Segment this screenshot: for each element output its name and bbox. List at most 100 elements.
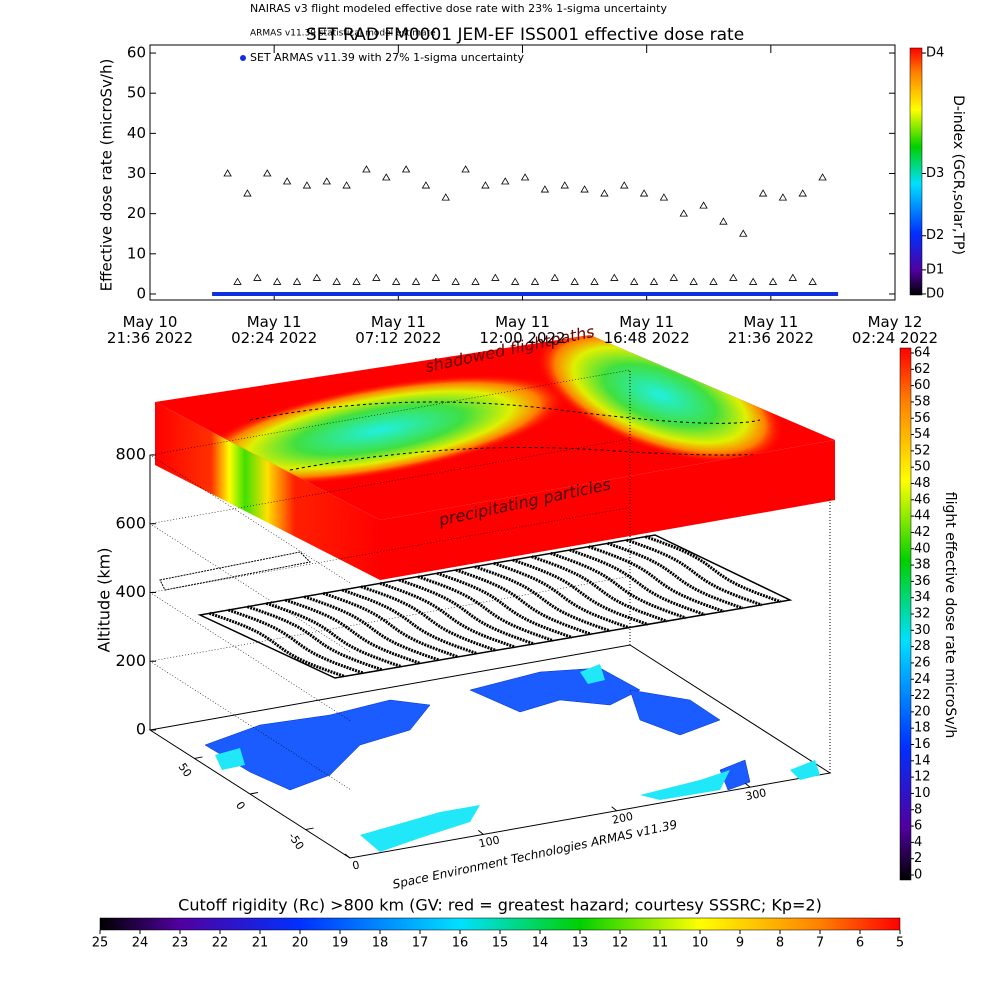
colorbar-tick-label: 2 [914,851,922,866]
x-tick-label-line: May 12 [868,313,923,331]
data-point [510,277,520,285]
colorbar-tick-label: 44 [914,509,931,524]
lat-tick [249,792,259,795]
flight-track [493,561,630,630]
lon-tick-label: 0 [351,858,361,872]
map-ocean-shallow [215,664,820,852]
x-tick-label-line: 21:36 2022 [728,329,814,347]
colorbar-tick-label: 8 [776,936,784,951]
data-point [292,277,302,285]
flight-track [341,588,478,656]
lat-tick [194,756,203,759]
colorbar-tick-label: 20 [292,936,309,951]
flight-track [246,605,383,672]
data-point [778,193,788,201]
y-tick-label: 60 [127,44,146,62]
colorbar-tick-label: 16 [452,936,469,951]
colorbar-tick-label: 52 [914,443,931,458]
colorbar-tick-label: 9 [736,936,744,951]
z-tick-label: 400 [115,582,146,601]
data-point [590,277,599,285]
colorbar-tick-label: 60 [914,378,931,393]
colorbar-tick-label: D2 [926,228,944,243]
colorbar-tick-label: 12 [612,936,629,951]
colorbar-tick-label: 30 [914,623,931,638]
colorbar-tick-label: 24 [132,936,149,951]
lon-tick-label: 200 [611,810,634,827]
flight-tracks [209,535,781,678]
data-point [560,181,569,189]
x-tick-label: May 12 02:24 2022 [852,313,938,347]
data-point [401,165,411,173]
colorbar [899,347,912,881]
data-point [223,169,232,177]
data-point [620,181,629,189]
flight-track [474,565,611,633]
data-point [312,273,322,281]
lon-tick-label: 300 [744,786,767,803]
data-point [550,273,560,281]
flight-track [284,598,421,665]
legend-label: ARMAS v11.39 statistical model estimate [250,29,436,39]
data-point [600,189,609,197]
x-tick-label-line: May 10 [123,313,178,331]
colorbar-label: D-index (GCR,solar,TP) [950,95,966,255]
lon-tick [344,853,351,859]
x-tick-label-line: 12:00 2022 [479,329,565,347]
flight-track [512,558,649,626]
lon-tick [611,806,617,812]
colorbar-tick-label: 50 [914,460,931,475]
colorbar-tick-label: 10 [692,936,709,951]
lon-tick [744,782,751,788]
data-point [461,165,470,173]
colorbar-tick-label: D3 [926,166,944,181]
slab-front-right [380,440,835,580]
lon-tick-label: 100 [478,833,501,850]
data-point [372,273,381,281]
colorbar-tick-label: 64 [914,346,931,361]
data-point [391,277,401,285]
flight-track [303,595,440,662]
colorbar-tick-label: D4 [926,46,944,61]
chart-title: SET RAD FM0001 JEM-EF ISS001 effective d… [306,25,744,45]
lat-tick-label: 0 [233,799,248,812]
colorbar-tick-label: 54 [914,427,931,442]
x-tick-label-line: May 11 [495,313,550,331]
z-axis-label: Altitude (km) [95,548,114,653]
colorbar-tick-label: 10 [914,786,931,801]
colorbar-tick-label: 56 [914,411,931,426]
y-tick-label: 0 [136,284,146,302]
data-point [649,277,659,285]
colorbar-tick-label: D0 [926,286,944,301]
data-point [719,217,728,225]
x-tick-label-line: 07:12 2022 [355,329,441,347]
lat-tick-label: 50 [176,761,195,780]
legend-note: NAIRAS v3 flight modeled effective dose … [250,2,667,15]
flight-track [626,538,763,607]
data-point [382,173,391,181]
data-point [629,277,639,285]
data-point [659,193,669,201]
colorbar-tick-label: 48 [914,476,931,491]
colorbar-tick-label: 0 [914,868,922,883]
data-point [362,165,371,173]
colorbar-tick-label: 18 [372,936,389,951]
flightpath-band [197,534,793,679]
data-point [441,193,450,201]
colorbar [909,47,923,296]
flight-track [379,581,516,649]
scene-3d [148,335,835,859]
data-point [431,273,441,281]
colorbar-tick-label: 25 [92,936,109,951]
data-point [481,181,490,189]
colorbar-tick-label: 14 [914,753,931,768]
colorbar-tick-label: 22 [212,936,229,951]
data-point [272,277,282,285]
grid-line [149,369,631,584]
data-point [580,185,589,193]
lat-tick [305,827,314,831]
x-tick-label-line: 21:36 2022 [107,329,193,347]
data-point [679,209,688,217]
y-tick-label: 50 [127,84,146,102]
data-point [411,277,421,285]
